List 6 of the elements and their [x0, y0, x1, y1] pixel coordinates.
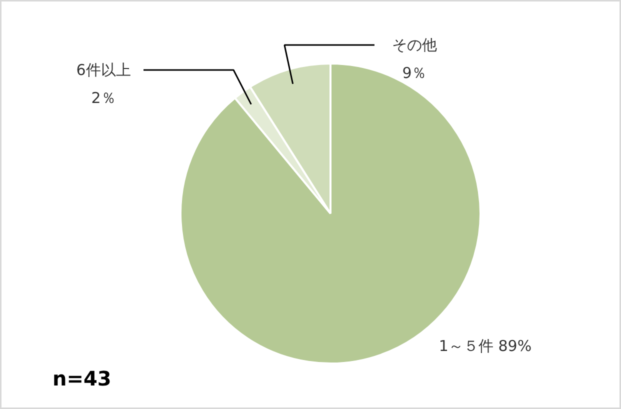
- data-label: 9％: [402, 64, 427, 82]
- slice-label: 6件以上: [76, 61, 131, 80]
- slice-label: その他: [392, 36, 437, 54]
- data-label: 2％: [91, 89, 116, 108]
- slice-label: 1～５件 89%: [438, 336, 532, 355]
- text: n=43: [52, 366, 112, 390]
